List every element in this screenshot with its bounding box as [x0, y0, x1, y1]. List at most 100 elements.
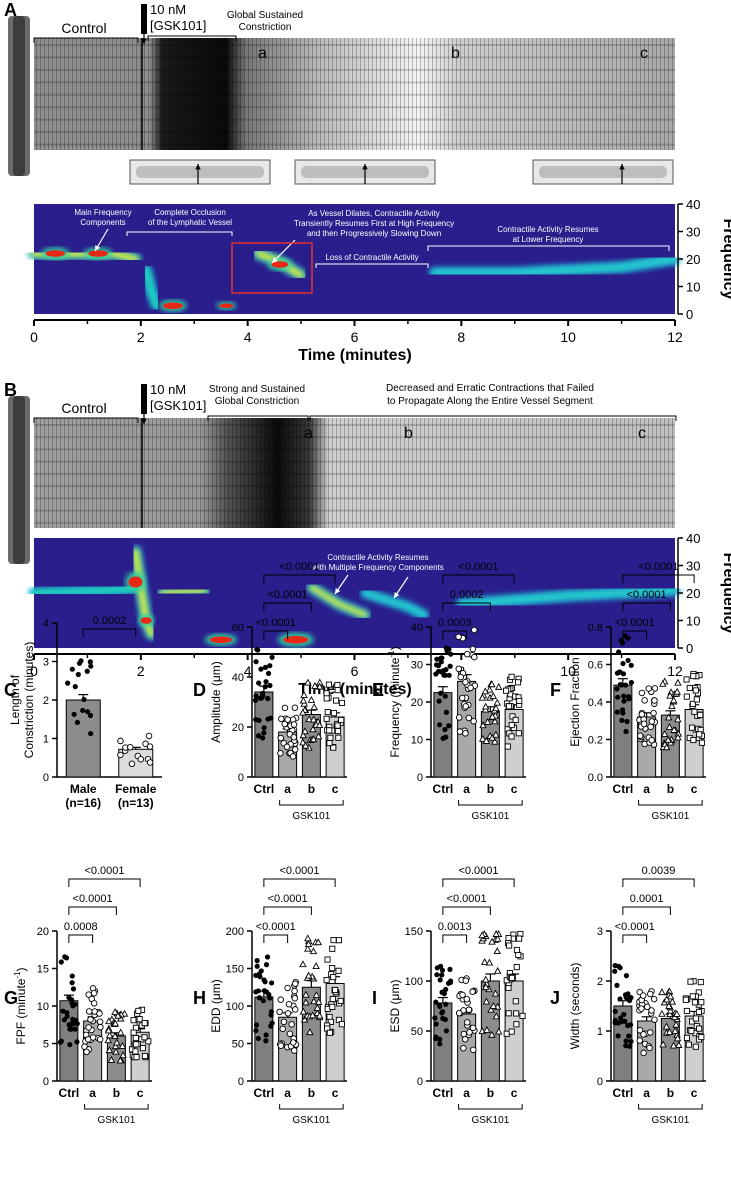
data-point	[666, 1006, 675, 1014]
annotation: Transiently Resumes First at High Freque…	[294, 219, 454, 228]
data-point	[304, 934, 312, 942]
data-point	[513, 1010, 520, 1017]
data-point	[689, 993, 696, 1000]
time-tick-label: 0	[30, 329, 38, 345]
data-point	[668, 997, 677, 1005]
data-point	[268, 1012, 274, 1018]
data-point	[67, 1042, 73, 1048]
annotation: of the Lymphatic Vessel	[148, 218, 232, 227]
data-point	[614, 686, 620, 692]
data-point	[67, 1026, 73, 1032]
annotation: at Lower Frequency	[513, 235, 584, 244]
kymograph-band	[34, 106, 675, 109]
data-point	[292, 980, 299, 987]
data-point	[465, 1006, 473, 1014]
data-point	[515, 951, 522, 958]
data-point	[84, 668, 90, 674]
data-point	[285, 1000, 293, 1008]
data-point	[84, 709, 91, 715]
data-point	[312, 991, 321, 999]
data-point	[443, 709, 450, 715]
category-label: Ctrl	[433, 782, 454, 796]
data-point	[117, 751, 124, 759]
p-value-label: 0.0039	[642, 865, 676, 877]
y-tick-label: 0	[238, 772, 244, 784]
data-point	[458, 694, 466, 702]
data-point	[638, 711, 646, 718]
category-label: Male	[70, 782, 97, 796]
data-point	[692, 1043, 699, 1050]
data-point	[665, 723, 674, 731]
data-point	[440, 1015, 446, 1022]
mark-a: a	[304, 425, 313, 442]
data-point	[690, 672, 697, 680]
data-point	[315, 1011, 324, 1019]
occlusion-bracket	[126, 231, 233, 236]
data-point	[126, 743, 134, 751]
category-label: a	[89, 1086, 96, 1100]
data-point	[291, 704, 299, 712]
data-point	[658, 1009, 666, 1017]
data-point	[692, 687, 699, 694]
y-axis-label: Length of	[8, 674, 22, 725]
time-tick-label: 10	[560, 329, 576, 345]
data-point	[659, 1040, 667, 1048]
data-point	[645, 685, 653, 692]
data-point	[687, 978, 694, 985]
data-point	[311, 681, 319, 689]
spectral-trace	[143, 267, 160, 309]
freq-tick-label: 30	[686, 559, 700, 574]
data-point	[443, 1028, 450, 1034]
y-tick-label: 100	[405, 976, 423, 988]
data-point	[289, 753, 297, 760]
category-label: b	[487, 782, 494, 796]
data-point	[508, 722, 515, 729]
category-label: a	[284, 1086, 291, 1100]
data-point	[104, 1026, 113, 1034]
data-point	[89, 1034, 97, 1041]
spectral-hotspot	[163, 302, 183, 310]
category-label: c	[691, 782, 698, 796]
data-point	[503, 687, 510, 694]
data-point	[643, 1003, 651, 1011]
y-tick-label: 0	[238, 1076, 244, 1088]
data-point	[696, 731, 703, 738]
data-point	[69, 997, 75, 1003]
y-tick-label: 2	[43, 695, 49, 707]
data-point	[618, 682, 624, 688]
y-tick-label: 0.2	[588, 735, 603, 747]
data-point	[119, 1051, 127, 1059]
data-point	[254, 963, 260, 969]
data-point	[465, 714, 473, 722]
data-point	[696, 1025, 703, 1032]
data-point	[438, 690, 444, 696]
panel-letter: G	[4, 988, 18, 1008]
data-point	[636, 1037, 644, 1044]
kymograph-band	[34, 460, 675, 463]
group-label: GSK101	[651, 811, 689, 822]
data-point	[337, 997, 344, 1004]
data-point	[330, 937, 337, 944]
data-point	[481, 702, 490, 710]
data-point	[326, 740, 333, 747]
data-point	[58, 959, 64, 965]
data-point	[279, 1025, 286, 1033]
data-point	[463, 995, 471, 1003]
kymograph-band	[34, 68, 675, 71]
data-point	[695, 1008, 703, 1015]
y-axis-label: ESD (μm)	[388, 980, 402, 1033]
kymograph-band	[34, 436, 675, 439]
data-point	[314, 938, 323, 946]
data-point	[647, 723, 654, 731]
y-axis-label: EDD (μm)	[209, 979, 223, 1033]
kymograph-band	[34, 424, 675, 426]
group-bracket	[458, 800, 523, 806]
data-point	[621, 698, 627, 704]
data-point	[290, 733, 298, 741]
data-point	[692, 1015, 699, 1022]
data-point	[612, 962, 618, 969]
control-label: Control	[61, 20, 106, 36]
data-point	[623, 994, 629, 1001]
data-point	[436, 722, 443, 728]
data-point	[133, 1041, 140, 1048]
